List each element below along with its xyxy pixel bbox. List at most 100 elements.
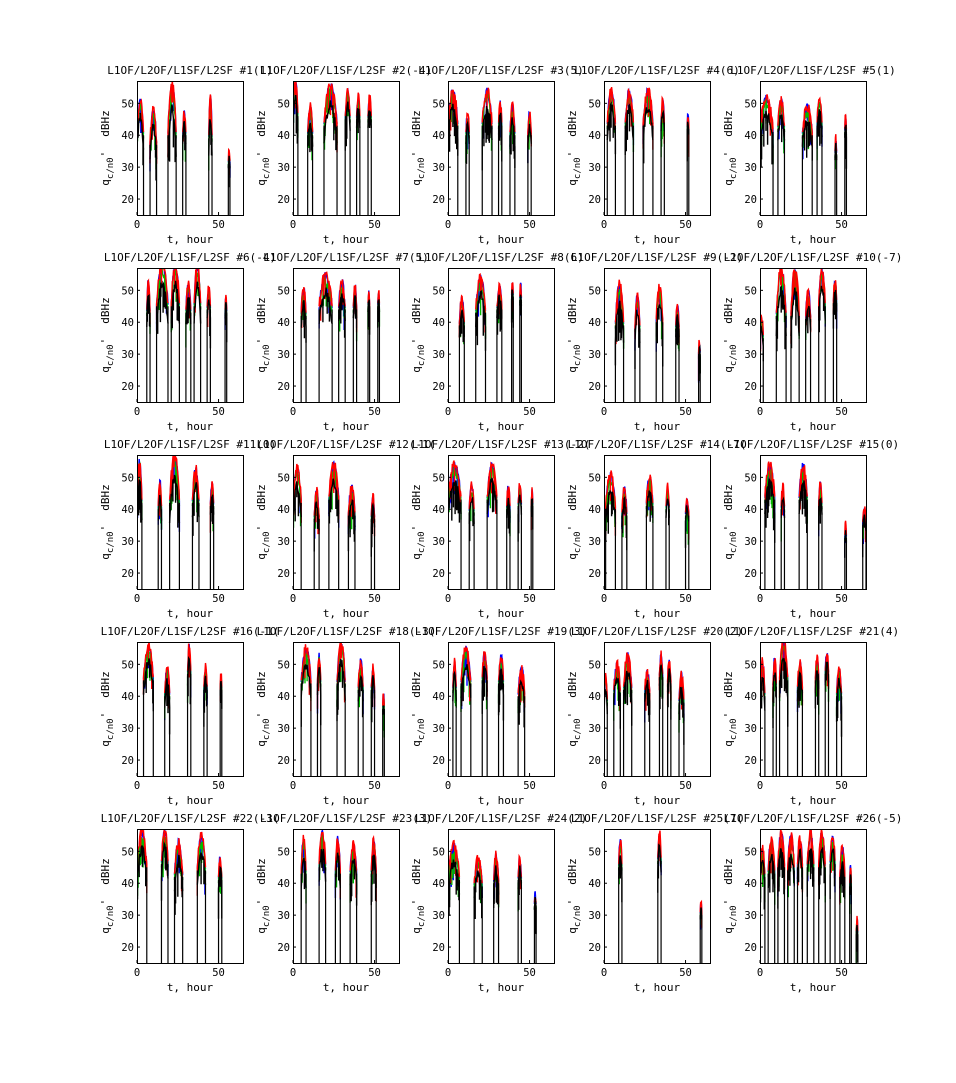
y-label-prime: ' (722, 525, 735, 532)
y-label-sub: c/n0 (106, 157, 116, 179)
y-tick-label: 30 (588, 162, 601, 174)
panel-title: L1OF/L2OF/L1SF/L2SF #21(4) (727, 625, 899, 638)
x-tick-label: 50 (523, 219, 536, 231)
panel-title: L1OF/L2OF/L1SF/L2SF #24(2) (415, 812, 587, 825)
y-tick-label: 50 (432, 472, 445, 484)
y-tick-label: 30 (277, 162, 290, 174)
panel-frame (293, 268, 400, 403)
series-l2sf-pass (778, 657, 789, 727)
series-l2sf-pass (460, 664, 472, 707)
series-l2sf-pass (606, 101, 617, 155)
y-label-sub: c/n0 (417, 718, 427, 740)
panel-title: L1OF/L2OF/L1SF/L2SF #1(1) (107, 64, 273, 77)
y-axis-label: qc/n0' dBHz (722, 858, 739, 933)
panel-frame (448, 642, 555, 777)
panel-title: L1OF/L2OF/L1SF/L2SF #13(-2( (412, 438, 591, 451)
x-tick-label: 50 (835, 780, 848, 792)
x-tick-label: 0 (601, 219, 607, 231)
x-tick-label: 0 (290, 967, 296, 979)
y-tick-label: 40 (121, 691, 134, 703)
x-tick-label: 50 (368, 406, 381, 418)
series-l2of-pass (839, 843, 846, 905)
y-tick-label: 30 (432, 349, 445, 361)
panel-data (448, 87, 532, 215)
series-l2of-pass (844, 113, 848, 135)
x-tick-label: 50 (212, 219, 225, 231)
series-l2of-pass (606, 87, 617, 134)
y-axis-label: qc/n0' dBHz (722, 297, 739, 372)
panel-title: L1OF/L2OF/L1SF/L2SF #4(6) (574, 64, 740, 77)
series-l2of-pass (338, 279, 346, 318)
y-tick-label: 20 (277, 755, 290, 767)
y-label-unit: dBHz (722, 297, 735, 324)
y-tick-label: 20 (744, 942, 757, 954)
y-tick-label: 20 (744, 194, 757, 206)
y-tick-label: 30 (744, 723, 757, 735)
panel-frame (448, 268, 555, 403)
y-tick-label: 20 (432, 942, 445, 954)
series-l2sf-pass (300, 664, 312, 727)
y-tick-label: 40 (744, 504, 757, 516)
y-label-prime: ' (410, 525, 423, 532)
y-axis-label: qc/n0' dBHz (722, 484, 739, 559)
y-tick-label: 50 (121, 472, 134, 484)
series-l2of-pass (323, 83, 338, 153)
y-axis-label: qc/n0' dBHz (255, 484, 272, 559)
y-axis-label: qc/n0' dBHz (566, 297, 583, 372)
panel-data (137, 455, 215, 589)
y-axis-label: qc/n0' dBHz (99, 484, 116, 559)
x-axis-label: t, hour (167, 981, 214, 994)
y-tick-label: 20 (121, 942, 134, 954)
series-l2of-pass (517, 483, 523, 503)
x-axis-label: t, hour (634, 981, 681, 994)
y-axis-label: qc/n0' dBHz (722, 110, 739, 185)
panel-frame (448, 81, 555, 216)
y-tick-label: 20 (121, 381, 134, 393)
x-tick-label: 50 (368, 780, 381, 792)
y-label-unit: dBHz (99, 858, 112, 885)
x-axis-label: t, hour (478, 981, 525, 994)
y-tick-label: 40 (432, 878, 445, 890)
y-label-prime: ' (722, 899, 735, 906)
series-l2of-pass (349, 840, 358, 898)
y-tick-label: 50 (588, 846, 601, 858)
x-axis-label: t, hour (478, 607, 525, 620)
series-l2sf-pass (173, 854, 184, 915)
series-l2of-pass (137, 98, 145, 133)
y-label-prime: ' (722, 338, 735, 345)
series-l2sf-pass (805, 305, 812, 334)
x-axis-label: t, hour (323, 233, 370, 246)
y-axis-label: qc/n0' dBHz (410, 297, 427, 372)
series-l2sf-pass (775, 285, 787, 352)
panel-data (448, 839, 537, 963)
y-label-prime: ' (566, 338, 579, 345)
panel-14: L1OF/L2OF/L1SF/L2SF #14(-7(20 30 40 50 0 50 t,… (566, 438, 746, 620)
x-tick-label: 50 (212, 406, 225, 418)
series-l2of-pass (798, 465, 808, 510)
y-label-main: q (99, 927, 112, 934)
x-tick-label: 50 (835, 967, 848, 979)
y-tick-label: 50 (277, 472, 290, 484)
panel-frame (293, 81, 400, 216)
y-label-unit: dBHz (722, 110, 735, 137)
series-l2of-pass (816, 96, 823, 123)
series-l2sf-pass (796, 671, 804, 708)
panel-title: L1OF/L2OF/L1SF/L2SF #3(5) (418, 64, 584, 77)
y-label-main: q (722, 927, 735, 934)
y-label-main: q (255, 740, 268, 747)
x-axis-label: t, hour (790, 233, 837, 246)
y-axis-label: qc/n0' dBHz (566, 484, 583, 559)
series-l2sf-pass (645, 490, 654, 522)
y-axis-label: qc/n0' dBHz (410, 671, 427, 746)
series-l2of-pass (173, 838, 184, 895)
y-label-main: q (566, 366, 579, 373)
y-tick-label: 20 (121, 194, 134, 206)
y-tick-label: 40 (744, 691, 757, 703)
series-l2sf-pass (349, 858, 358, 906)
series-l2sf-pass (318, 848, 327, 882)
series-l2of-pass (760, 94, 774, 150)
series-l2sf-pass (624, 103, 635, 155)
x-tick-label: 0 (445, 780, 451, 792)
panel-data (458, 273, 523, 402)
panel-title: L1OF/L2OF/L1SF/L2SF #14(-7( (568, 438, 747, 451)
